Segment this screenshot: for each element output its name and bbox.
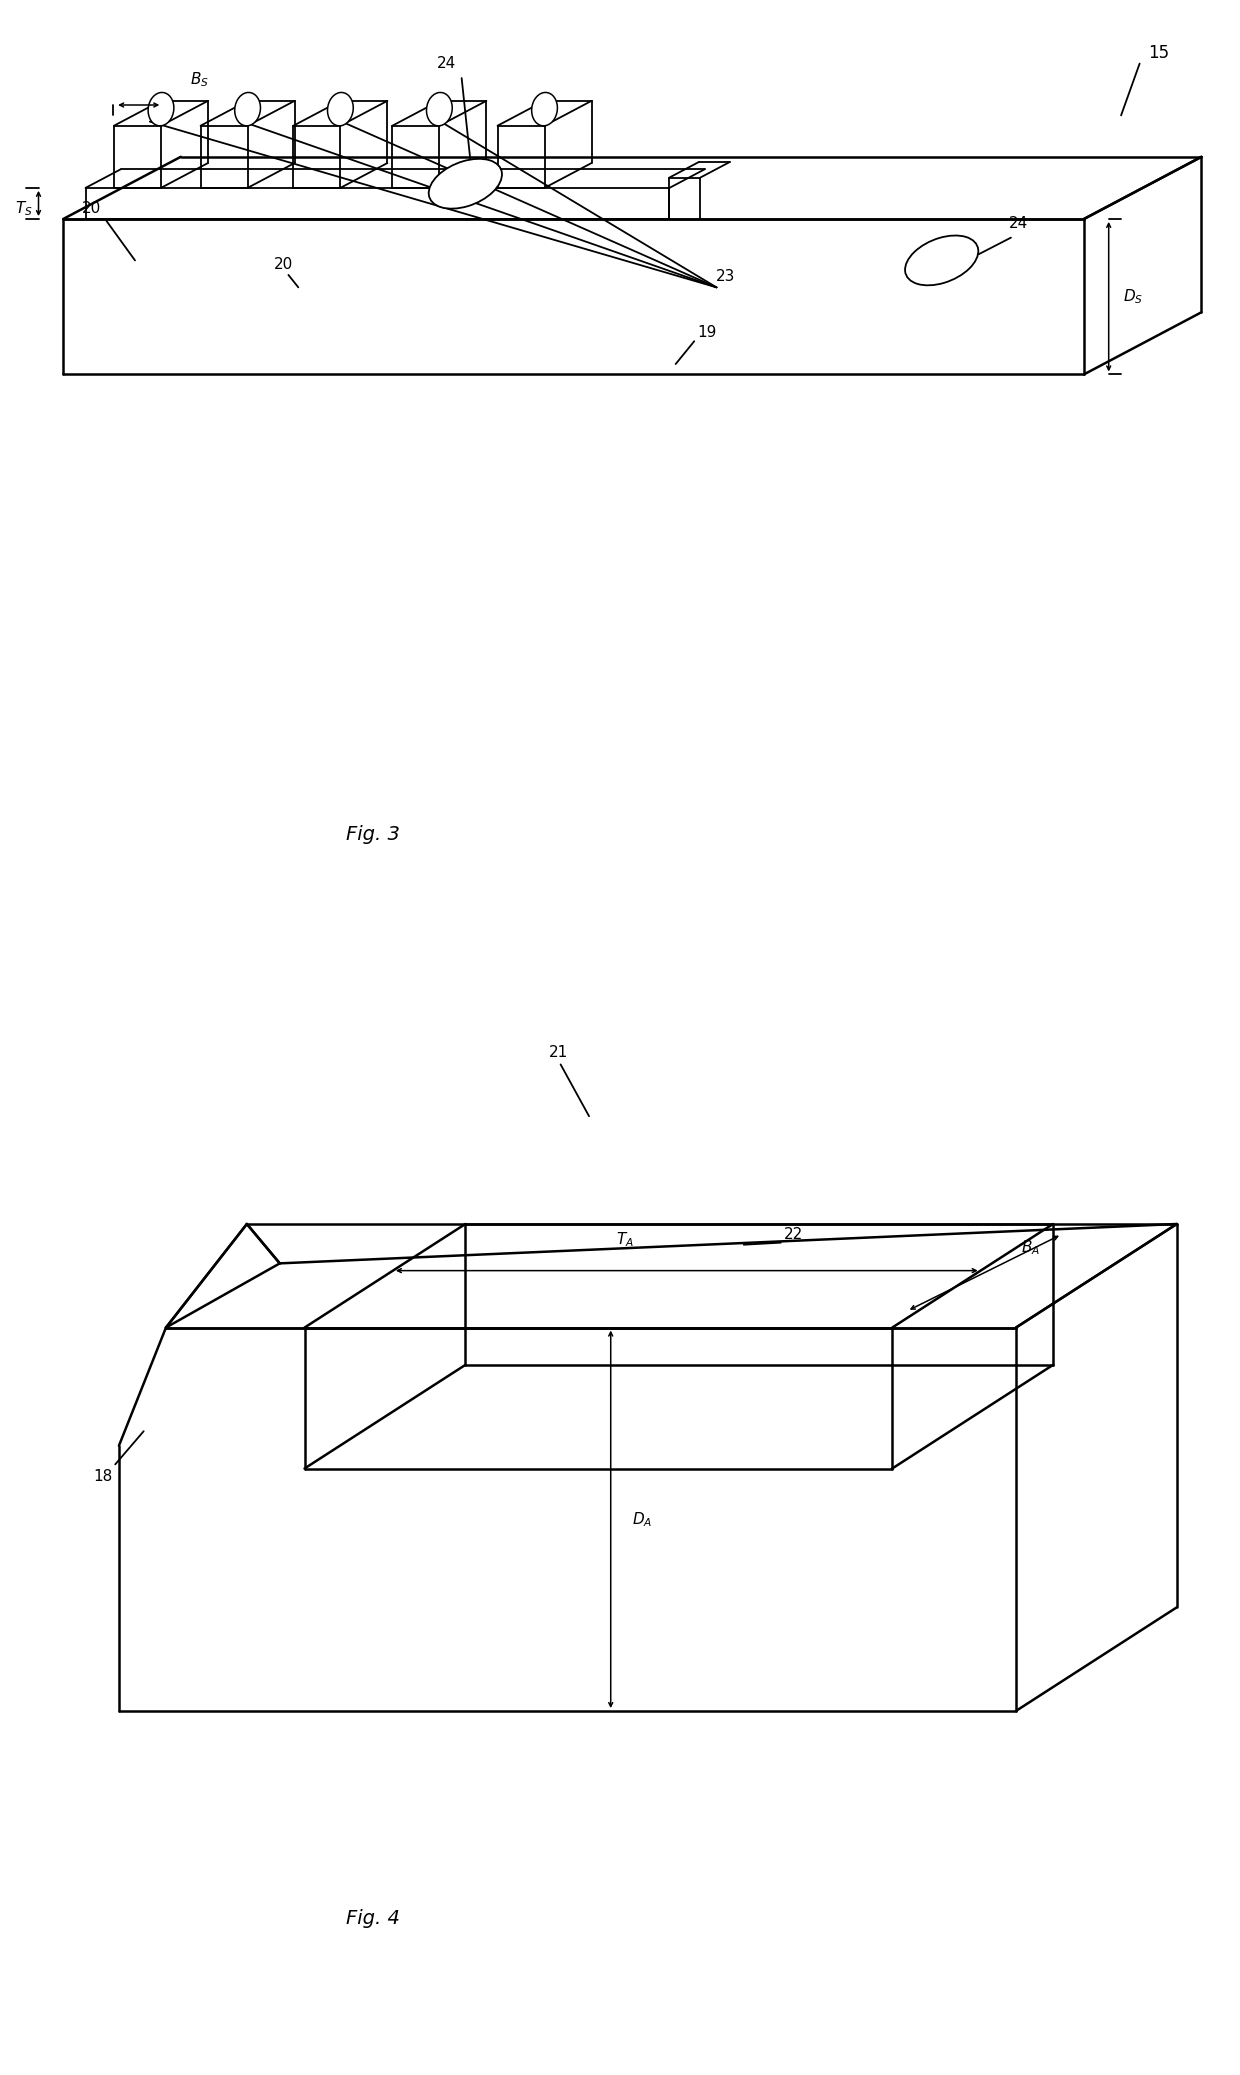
Text: Fig. 4: Fig. 4 bbox=[346, 1909, 399, 1928]
Text: $B_A$: $B_A$ bbox=[1022, 1239, 1040, 1257]
Ellipse shape bbox=[532, 93, 558, 127]
Text: 19: 19 bbox=[697, 326, 717, 340]
Ellipse shape bbox=[327, 93, 353, 127]
Text: 21: 21 bbox=[548, 1044, 568, 1060]
Text: 23: 23 bbox=[715, 270, 735, 284]
Text: $D_S$: $D_S$ bbox=[1123, 286, 1143, 305]
Ellipse shape bbox=[234, 93, 260, 127]
Text: $D_A$: $D_A$ bbox=[631, 1511, 652, 1529]
Text: 22: 22 bbox=[784, 1226, 802, 1241]
Text: 24: 24 bbox=[438, 56, 456, 71]
Text: $T_S$: $T_S$ bbox=[15, 199, 32, 218]
Ellipse shape bbox=[429, 160, 502, 210]
Text: 20: 20 bbox=[274, 257, 293, 272]
Text: $B_S$: $B_S$ bbox=[190, 71, 208, 89]
Ellipse shape bbox=[148, 93, 174, 127]
Ellipse shape bbox=[427, 93, 453, 127]
Text: 18: 18 bbox=[93, 1469, 113, 1484]
Text: 15: 15 bbox=[1148, 44, 1169, 62]
Text: 20: 20 bbox=[82, 201, 102, 216]
Text: $T_A$: $T_A$ bbox=[616, 1230, 634, 1249]
Ellipse shape bbox=[905, 234, 978, 286]
Text: 24: 24 bbox=[1009, 216, 1028, 230]
Text: Fig. 3: Fig. 3 bbox=[346, 826, 399, 845]
